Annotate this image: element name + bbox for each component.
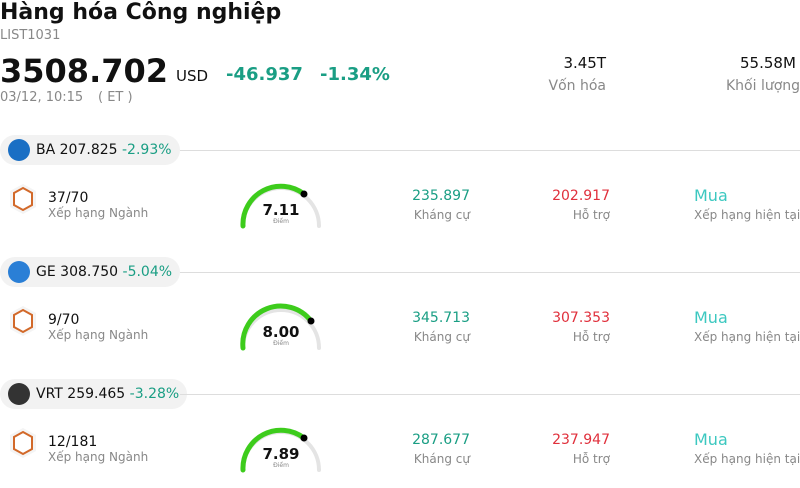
- resistance: 287.677: [412, 432, 470, 448]
- logo: [8, 261, 30, 283]
- ticker: GE: [36, 264, 56, 280]
- ticker: VRT: [36, 386, 63, 402]
- rating: Mua: [694, 430, 728, 449]
- stock-price: 207.825: [59, 142, 118, 158]
- score-label: Điểm: [273, 218, 289, 225]
- logo: [8, 383, 30, 405]
- score-gauge: [240, 303, 321, 351]
- support: 237.947: [552, 432, 610, 448]
- rating-label: Xếp hạng hiện tại: [694, 452, 800, 466]
- rating: Mua: [694, 308, 728, 327]
- support: 307.353: [552, 310, 610, 326]
- rank-icon: [10, 306, 36, 336]
- rank: 37/70: [48, 190, 89, 206]
- title: Hàng hóa Công nghiệp: [0, 0, 282, 25]
- score: 7.89: [262, 445, 300, 463]
- stock-change: -3.28%: [129, 386, 180, 402]
- score-gauge: [240, 427, 321, 473]
- rating-label: Xếp hạng hiện tại: [694, 208, 800, 222]
- stock-pill[interactable]: GE 308.750 -5.04%: [0, 257, 181, 287]
- logo: [8, 139, 30, 161]
- support-label: Hỗ trợ: [572, 330, 610, 344]
- stock-change: -5.04%: [122, 264, 173, 280]
- ticker: BA: [36, 142, 56, 158]
- score-label: Điểm: [273, 462, 289, 469]
- rank-label: Xếp hạng Ngành: [48, 206, 149, 220]
- timezone: ( ET ): [98, 90, 133, 105]
- resistance: 235.897: [412, 188, 470, 204]
- stat-value: 55.58M: [740, 54, 796, 72]
- rank-icon: [10, 428, 36, 458]
- stat-label: Vốn hóa: [548, 78, 606, 94]
- resistance: 345.713: [412, 310, 470, 326]
- score-gauge: [240, 183, 321, 229]
- support-label: Hỗ trợ: [572, 452, 610, 466]
- score: 7.11: [262, 201, 300, 219]
- stat-value: 3.45T: [563, 54, 606, 72]
- divider: [180, 272, 800, 273]
- rating: Mua: [694, 186, 728, 205]
- date: 03/12, 10:15: [0, 90, 84, 105]
- stat-label: Khối lượng: [726, 78, 800, 94]
- stock-price: 259.465: [67, 386, 126, 402]
- rank-label: Xếp hạng Ngành: [48, 450, 149, 464]
- price: 3508.702: [0, 52, 169, 90]
- code: LIST1031: [0, 28, 61, 43]
- stock-pill[interactable]: BA 207.825 -2.93%: [0, 135, 180, 165]
- stock-price: 308.750: [60, 264, 119, 280]
- score: 8.00: [262, 323, 300, 341]
- change: -46.937: [226, 64, 303, 85]
- rank: 9/70: [48, 312, 80, 328]
- rating-label: Xếp hạng hiện tại: [694, 330, 800, 344]
- stock-change: -2.93%: [122, 142, 172, 158]
- rank: 12/181: [48, 434, 98, 450]
- rank-label: Xếp hạng Ngành: [48, 328, 149, 342]
- rank-icon: [10, 184, 36, 214]
- resistance-label: Kháng cự: [413, 452, 470, 466]
- divider: [180, 394, 800, 395]
- resistance-label: Kháng cự: [413, 330, 470, 344]
- divider: [180, 150, 800, 151]
- resistance-label: Kháng cự: [413, 208, 470, 222]
- stock-pill[interactable]: VRT 259.465 -3.28%: [0, 379, 188, 409]
- support-label: Hỗ trợ: [572, 208, 610, 222]
- support: 202.917: [552, 188, 610, 204]
- score-label: Điểm: [273, 340, 289, 347]
- change-pct: -1.34%: [320, 64, 390, 85]
- currency: USD: [176, 67, 209, 85]
